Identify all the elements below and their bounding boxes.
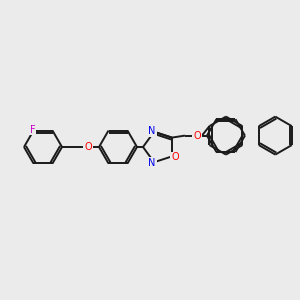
Text: F: F: [30, 124, 35, 134]
Text: O: O: [171, 152, 179, 162]
Text: N: N: [148, 158, 156, 168]
Text: O: O: [193, 130, 201, 141]
Text: N: N: [148, 126, 156, 136]
Text: O: O: [84, 142, 92, 152]
